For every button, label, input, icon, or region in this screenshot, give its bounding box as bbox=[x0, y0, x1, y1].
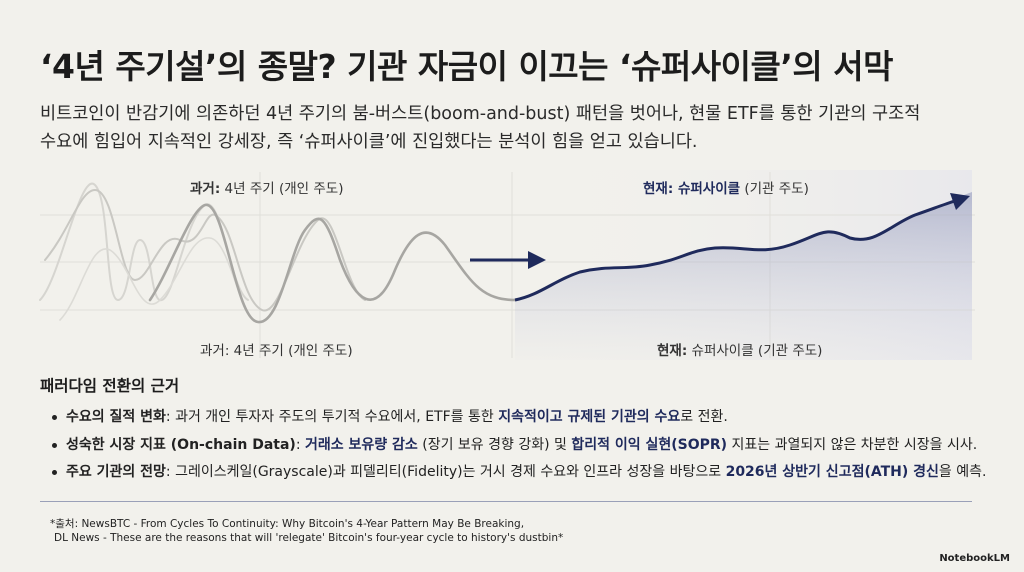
supercycle-area bbox=[515, 192, 972, 360]
label-strong: 현재: 슈퍼사이클 bbox=[643, 181, 741, 197]
cycle-illustration bbox=[39, 170, 975, 360]
label-strong: 현재: bbox=[657, 343, 688, 359]
title: ‘4년 주기설’의 종말? 기관 자금이 이끄는 ‘슈퍼사이클’의 서막 bbox=[40, 47, 893, 86]
bullet-label: 수요의 질적 변화 bbox=[66, 409, 166, 425]
bullet-highlight: 거래소 보유량 감소 bbox=[305, 437, 418, 453]
source: *출처: NewsBTC - From Cycles To Continuity… bbox=[50, 518, 525, 530]
logo: NotebookLM bbox=[939, 553, 1010, 564]
bullet-highlight: 지속적이고 규제된 기관의 수요 bbox=[498, 409, 681, 425]
arrow-head bbox=[950, 193, 970, 210]
section-heading: 패러다임 전환의 근거 bbox=[40, 377, 180, 395]
past-waves bbox=[39, 182, 517, 324]
label-past: 과거: 4년 주기 (개인 주도) bbox=[200, 343, 353, 359]
label-past: 과거: 4년 주기 (개인 주도) bbox=[190, 177, 343, 197]
bullet-highlight: 2026년 상반기 신고점(ATH) 경신 bbox=[725, 464, 939, 480]
label-present: 현재: 슈퍼사이클 (기관 주도) bbox=[657, 339, 822, 359]
bullet: 수요의 질적 변화: 과거 개인 투자자 주도의 투기적 수요에서, ETF를 … bbox=[52, 406, 728, 426]
divider bbox=[40, 501, 972, 502]
label-text: 슈퍼사이클 (기관 주도) bbox=[687, 343, 823, 359]
label-text: 4년 주기 (개인 주도) bbox=[220, 181, 344, 197]
supercycle-line bbox=[514, 199, 956, 302]
bullet: 주요 기관의 전망: 그레이스케일(Grayscale)과 피델리티(Fidel… bbox=[52, 461, 986, 481]
bullet-text: 지표는 과열되지 않은 차분한 시장을 시사. bbox=[727, 437, 978, 453]
bullet-text: : 그레이스케일(Grayscale)과 피델리티(Fidelity)는 거시 … bbox=[165, 464, 726, 480]
bullet-text: : 과거 개인 투자자 주도의 투기적 수요에서, ETF를 통한 bbox=[165, 409, 499, 425]
bullet-label: 주요 기관의 전망 bbox=[66, 464, 166, 480]
label-text: (기관 주도) bbox=[740, 181, 809, 197]
bullet-highlight: 합리적 이익 실현(SOPR) bbox=[571, 437, 728, 453]
bullet-text: 로 전환. bbox=[680, 409, 728, 425]
label-strong: 과거: bbox=[190, 181, 221, 197]
label-present: 현재: 슈퍼사이클 (기관 주도) bbox=[643, 177, 809, 197]
bullet: 성숙한 시장 지표 (On-chain Data): 거래소 보유량 감소 (장… bbox=[52, 434, 977, 454]
bullet-text: 을 예측. bbox=[938, 464, 987, 480]
subtitle: 비트코인이 반감기에 의존하던 4년 주기의 붐-버스트(boom-and-bu… bbox=[40, 104, 921, 124]
transition-arrow bbox=[470, 251, 546, 269]
source: DL News - These are the reasons that wil… bbox=[54, 532, 564, 544]
bullet-label: 성숙한 시장 지표 (On-chain Data) bbox=[66, 437, 296, 453]
bullet-text: (장기 보유 경향 강화) 및 bbox=[417, 437, 572, 453]
subtitle: 수요에 힘입어 지속적인 강세장, 즉 ‘슈퍼사이클’에 진입했다는 분석이 힘… bbox=[40, 132, 698, 152]
bullet-text: : bbox=[295, 437, 305, 453]
